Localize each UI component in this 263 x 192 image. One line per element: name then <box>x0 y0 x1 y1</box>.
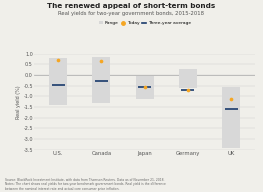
Text: Source: BlackRock Investment Institute, with data from Thomson Reuters. Data as : Source: BlackRock Investment Institute, … <box>5 178 166 191</box>
Point <box>229 97 233 100</box>
Y-axis label: Real yield (%): Real yield (%) <box>16 85 21 119</box>
Point <box>143 86 147 89</box>
Bar <box>92 57 110 103</box>
Point <box>186 89 190 92</box>
Bar <box>135 76 154 98</box>
Point <box>56 58 60 61</box>
Bar <box>49 58 67 105</box>
Text: The renewed appeal of short-term bonds: The renewed appeal of short-term bonds <box>47 3 216 9</box>
Point <box>99 60 103 63</box>
Text: Real yields for two-year government bonds, 2015-2018: Real yields for two-year government bond… <box>58 11 205 16</box>
Legend: Range, Today, Three-year average: Range, Today, Three-year average <box>97 20 193 27</box>
Bar <box>179 69 197 88</box>
Bar <box>222 87 240 148</box>
